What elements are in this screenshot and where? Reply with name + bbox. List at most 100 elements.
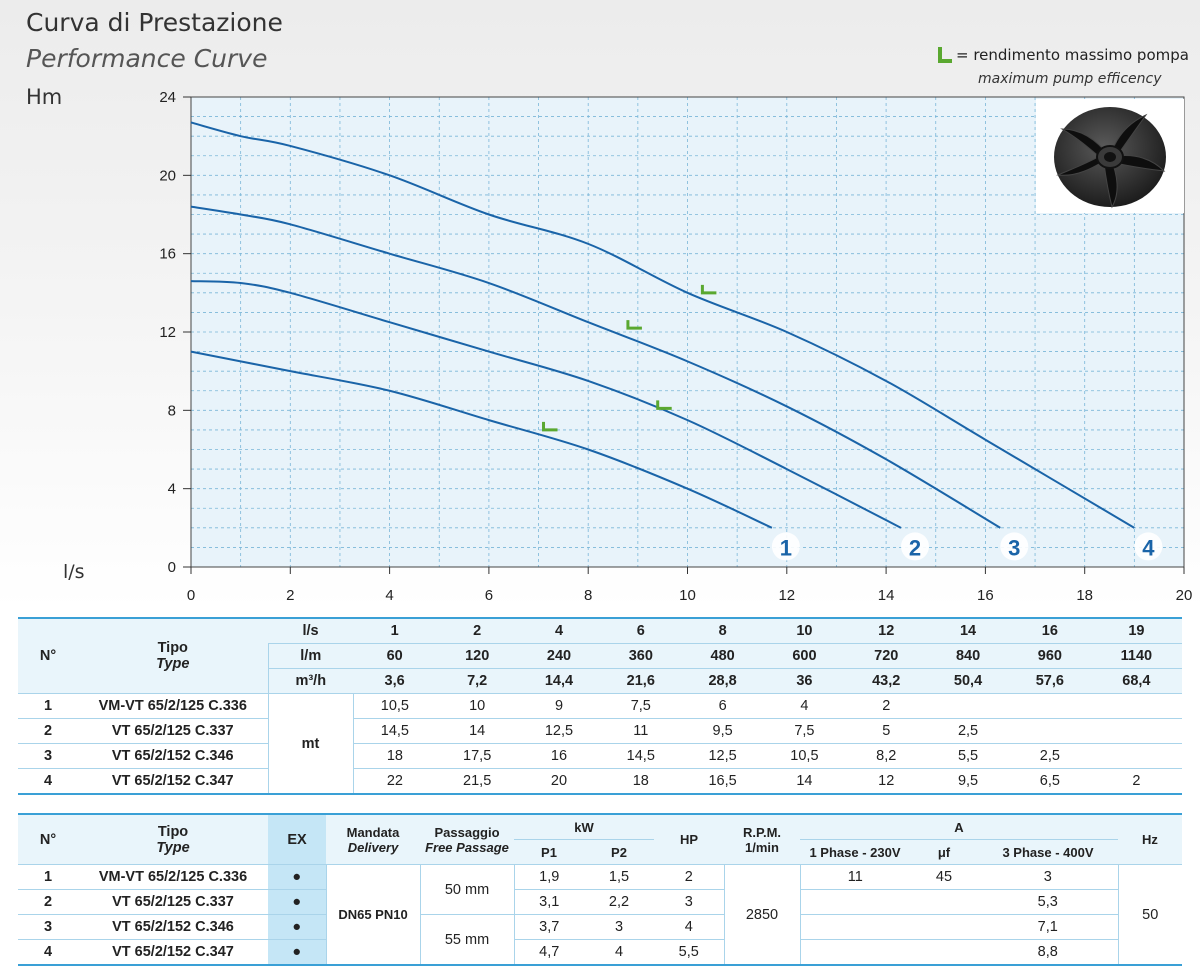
lm-0: 60: [353, 643, 437, 669]
ls-3: 6: [599, 618, 682, 644]
row-type: VM-VT 65/2/125 C.336: [78, 693, 268, 719]
col-freepassage-label: Free Passage: [425, 839, 509, 855]
head-value: 16: [518, 743, 600, 769]
row-number: 1: [18, 693, 78, 719]
bep-marker-4: [700, 284, 717, 295]
p1-value: 1,9: [514, 864, 584, 890]
row-type: VT 65/2/152 C.347: [78, 768, 268, 794]
uf-value: [910, 939, 978, 965]
col-type-header: Tipo Type: [78, 618, 268, 694]
head-value: [1008, 693, 1091, 719]
head-value: 22: [353, 768, 437, 794]
head-value: 6: [681, 693, 764, 719]
a3-value: 7,1: [978, 914, 1119, 940]
x-tick-label: 14: [878, 587, 895, 604]
y-tick-label: 24: [159, 89, 176, 106]
table2-row: 1 VM-VT 65/2/125 C.336 ● DN65 PN10 50 mm 1,9 1…: [18, 864, 1182, 965]
head-value: 12,5: [518, 718, 600, 744]
p1-value: 3,7: [514, 914, 584, 940]
head-value: 8,2: [845, 743, 928, 769]
col-type-header-2: Tipo Type: [78, 814, 268, 865]
specs-table: N° Tipo Type EX Mandata Delivery Passagg…: [18, 813, 1182, 966]
x-tick-label: 4: [385, 587, 393, 604]
col-type-label: Type: [156, 656, 190, 672]
head-value: [927, 693, 1009, 719]
m3h-3: 21,6: [599, 668, 682, 694]
unit-m3h: m³/h: [267, 668, 353, 694]
uf-value: [910, 889, 978, 915]
y-tick-label: 12: [159, 324, 176, 341]
legend-text-en: maximum pump efficency: [978, 71, 1162, 87]
col-hp-header: HP: [654, 814, 724, 865]
head-value: 2,5: [1008, 743, 1091, 769]
p1-value: 3,1: [514, 889, 584, 915]
row-number: 3: [18, 914, 78, 940]
ls-9: 19: [1090, 618, 1182, 644]
head-value: 9: [518, 693, 600, 719]
row-number: 1: [18, 864, 78, 890]
y-axis-label: Hm: [26, 85, 63, 109]
ls-0: 1: [353, 618, 437, 644]
ls-2: 4: [518, 618, 600, 644]
series-label-1: 1: [780, 535, 792, 560]
unit-ls: l/s: [268, 618, 353, 644]
lm-7: 840: [927, 643, 1009, 669]
col-n-header: N°: [18, 618, 78, 694]
a1-value: [800, 889, 910, 915]
x-tick-label: 18: [1076, 587, 1093, 604]
curve-2: [190, 280, 902, 529]
bep-marker-icon: [938, 47, 952, 63]
head-value: 10,5: [353, 693, 437, 719]
row-number: 2: [18, 889, 78, 915]
row-type: VM-VT 65/2/125 C.336: [78, 864, 268, 890]
col-passage-header: Passaggio Free Passage: [420, 814, 514, 865]
a1-value: 11: [800, 864, 910, 890]
col-1ph-header: 1 Phase - 230V: [800, 839, 910, 865]
head-value: 16,5: [681, 768, 764, 794]
col-p2-header: P2: [584, 839, 654, 865]
ls-8: 16: [1008, 618, 1091, 644]
ls-5: 10: [763, 618, 846, 644]
hp-value: 4: [654, 914, 725, 940]
head-value: [1090, 743, 1182, 769]
y-tick-label: 0: [168, 559, 176, 576]
head-value: 2,5: [927, 718, 1009, 744]
series-label-bg-4: [1134, 532, 1163, 561]
head-value: 14: [763, 768, 846, 794]
col-rpm-unit-label: 1/min: [745, 839, 779, 855]
m3h-1: 7,2: [436, 668, 519, 694]
a3-value: 3: [978, 864, 1119, 890]
ls-7: 14: [927, 618, 1009, 644]
chart-curves: [190, 121, 1135, 529]
performance-table: N° Tipo Type l/s 1 2 4 6 8 10 12 14 16 1…: [18, 617, 1182, 795]
head-value: 5,5: [927, 743, 1009, 769]
impeller-icon: [1054, 107, 1166, 209]
series-label-bg-1: [771, 532, 800, 561]
head-value: 5: [845, 718, 928, 744]
uf-value: 45: [910, 864, 978, 890]
table2-row: 4 VT 65/2/152 C.347 ● 4,7 4 5,5 8,8: [18, 939, 1182, 965]
p2-value: 2,2: [584, 889, 654, 915]
table1-row: 3 VT 65/2/152 C.346 18 17,5 16 14,5 12,5 10,5 8,…: [18, 743, 1182, 769]
y-tick-label: 20: [159, 167, 176, 184]
head-value: 12,5: [681, 743, 764, 769]
head-value: [1090, 693, 1182, 719]
head-value: [1090, 718, 1182, 744]
passage-value-b: 55 mm: [420, 914, 515, 965]
p2-value: 4: [584, 939, 654, 965]
p1-value: 4,7: [514, 939, 584, 965]
p2-value: 3: [584, 914, 654, 940]
col-delivery-label: Delivery: [347, 839, 399, 855]
rpm-value: 2850: [724, 864, 801, 965]
m3h-6: 43,2: [845, 668, 928, 694]
head-value: 14,5: [599, 743, 682, 769]
table1-row: 2 VT 65/2/125 C.337 14,5 14 12,5 11 9,5 7,5 5 2,5: [18, 718, 1182, 744]
row-number: 2: [18, 718, 78, 744]
col-kw-header: kW: [514, 814, 654, 840]
chart-series-labels: 1 2 3 4: [771, 532, 1163, 561]
bep-marker-2: [656, 400, 672, 410]
series-label-2: 2: [909, 535, 921, 560]
lm-3: 360: [599, 643, 682, 669]
table1-row: 1 VM-VT 65/2/125 C.336 mt 10,5 10 9 7,5 6 4 2: [18, 693, 1182, 794]
x-tick-label: 10: [679, 587, 696, 604]
